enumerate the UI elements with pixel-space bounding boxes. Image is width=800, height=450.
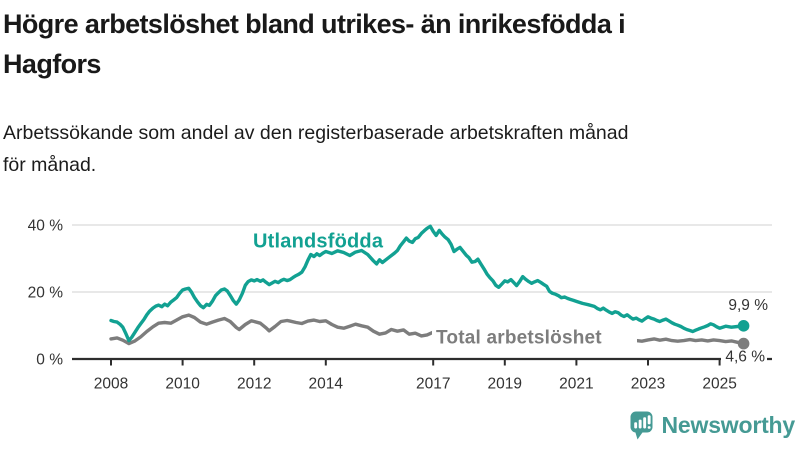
x-tick-label: 2012 <box>237 376 271 393</box>
total-end-value: 4,6 % <box>725 349 765 366</box>
utlandsfodda-line <box>109 224 746 343</box>
chart-title-line-1: Högre arbetslöshet bland utrikes- än inr… <box>3 9 626 39</box>
chart-subtitle-line-2: för månad. <box>3 154 97 176</box>
chart-title-line-2: Hagfors <box>3 49 101 79</box>
x-tick-label: 2014 <box>309 376 344 393</box>
chart-subtitle-line-1: Arbetssökande som andel av den registerb… <box>3 122 629 144</box>
total-arbetsloshet-end-dot <box>737 337 750 350</box>
chart-title: Högre arbetslöshet bland utrikes- än inr… <box>3 4 797 84</box>
chart-subtitle: Arbetssökande som andel av den registerb… <box>3 117 797 181</box>
x-tick-label: 2021 <box>559 376 593 393</box>
x-tick-label: 2023 <box>631 376 665 393</box>
newsworthy-brand-name: Newsworthy <box>661 412 796 438</box>
x-tick-label: 2019 <box>488 376 522 393</box>
total-label-mask <box>432 326 637 348</box>
y-tick-label: 40 % <box>28 218 64 235</box>
x-tick-label: 2008 <box>94 376 128 393</box>
utlandsfodda-label: Utlandsfödda <box>253 231 384 253</box>
utlandsfodda-end-dot <box>737 320 750 332</box>
newsworthy-logo-icon <box>630 411 653 440</box>
y-tick-label: 0 % <box>36 352 63 369</box>
x-tick-label: 2017 <box>416 376 450 393</box>
total-end-value-mask <box>721 348 767 365</box>
x-tick-label: 2010 <box>165 376 200 393</box>
total-arbetsloshet-line <box>109 313 746 346</box>
x-tick-label: 2025 <box>702 376 736 393</box>
newsworthy-brand: Newsworthy <box>630 411 795 440</box>
utlandsfodda-end-value: 9,9 % <box>728 297 768 314</box>
y-tick-label: 20 % <box>28 285 64 302</box>
total-arbetsloshet-label: Total arbetslöshet <box>436 328 602 349</box>
